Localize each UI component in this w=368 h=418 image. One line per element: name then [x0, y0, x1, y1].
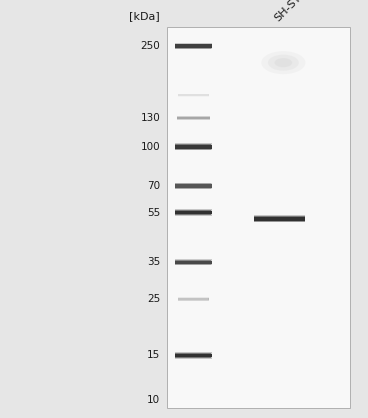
FancyBboxPatch shape [175, 45, 211, 48]
FancyBboxPatch shape [177, 116, 210, 120]
FancyBboxPatch shape [177, 117, 209, 119]
FancyBboxPatch shape [177, 117, 210, 119]
FancyBboxPatch shape [175, 211, 212, 214]
FancyBboxPatch shape [175, 185, 211, 188]
FancyBboxPatch shape [178, 298, 209, 301]
Text: SH-SY5Y: SH-SY5Y [272, 0, 313, 23]
Ellipse shape [275, 58, 292, 67]
FancyBboxPatch shape [175, 144, 212, 150]
FancyBboxPatch shape [178, 298, 208, 301]
FancyBboxPatch shape [175, 145, 211, 149]
FancyBboxPatch shape [175, 184, 212, 188]
Text: [kDa]: [kDa] [129, 11, 160, 21]
Text: 55: 55 [147, 208, 160, 218]
FancyBboxPatch shape [254, 217, 305, 221]
FancyBboxPatch shape [177, 116, 210, 120]
FancyBboxPatch shape [175, 44, 211, 48]
FancyBboxPatch shape [178, 298, 209, 301]
FancyBboxPatch shape [254, 216, 305, 222]
FancyBboxPatch shape [175, 354, 211, 357]
Text: 250: 250 [140, 41, 160, 51]
FancyBboxPatch shape [177, 94, 209, 96]
FancyBboxPatch shape [175, 184, 212, 189]
Ellipse shape [261, 51, 305, 74]
FancyBboxPatch shape [175, 352, 212, 358]
FancyBboxPatch shape [175, 211, 211, 214]
FancyBboxPatch shape [177, 298, 209, 300]
FancyBboxPatch shape [175, 260, 212, 265]
FancyBboxPatch shape [175, 260, 211, 264]
FancyBboxPatch shape [177, 117, 209, 119]
FancyBboxPatch shape [175, 352, 212, 359]
FancyBboxPatch shape [178, 298, 208, 300]
Text: 10: 10 [147, 395, 160, 405]
Ellipse shape [268, 55, 299, 71]
FancyBboxPatch shape [175, 184, 211, 188]
Text: 15: 15 [147, 350, 160, 360]
FancyBboxPatch shape [178, 94, 208, 96]
FancyBboxPatch shape [175, 210, 212, 215]
FancyBboxPatch shape [175, 209, 212, 216]
FancyBboxPatch shape [177, 94, 209, 97]
FancyBboxPatch shape [175, 145, 211, 148]
FancyBboxPatch shape [254, 215, 305, 222]
FancyBboxPatch shape [175, 143, 212, 150]
Text: 25: 25 [147, 294, 160, 304]
FancyBboxPatch shape [175, 354, 212, 357]
FancyBboxPatch shape [175, 44, 212, 48]
FancyBboxPatch shape [177, 297, 209, 301]
FancyBboxPatch shape [175, 43, 212, 49]
FancyBboxPatch shape [178, 298, 208, 300]
FancyBboxPatch shape [175, 43, 212, 48]
FancyBboxPatch shape [178, 94, 209, 96]
Text: 70: 70 [147, 181, 160, 191]
FancyBboxPatch shape [175, 210, 211, 215]
FancyBboxPatch shape [175, 260, 212, 264]
FancyBboxPatch shape [167, 27, 350, 408]
Text: 100: 100 [141, 142, 160, 152]
FancyBboxPatch shape [178, 298, 208, 300]
FancyBboxPatch shape [178, 298, 208, 300]
FancyBboxPatch shape [255, 217, 305, 220]
Text: 130: 130 [140, 113, 160, 123]
FancyBboxPatch shape [178, 298, 208, 301]
FancyBboxPatch shape [175, 353, 211, 358]
FancyBboxPatch shape [175, 183, 212, 189]
FancyBboxPatch shape [254, 217, 305, 221]
Text: 35: 35 [147, 257, 160, 267]
FancyBboxPatch shape [175, 261, 211, 264]
FancyBboxPatch shape [178, 94, 209, 97]
FancyBboxPatch shape [175, 259, 212, 265]
FancyBboxPatch shape [175, 145, 212, 149]
